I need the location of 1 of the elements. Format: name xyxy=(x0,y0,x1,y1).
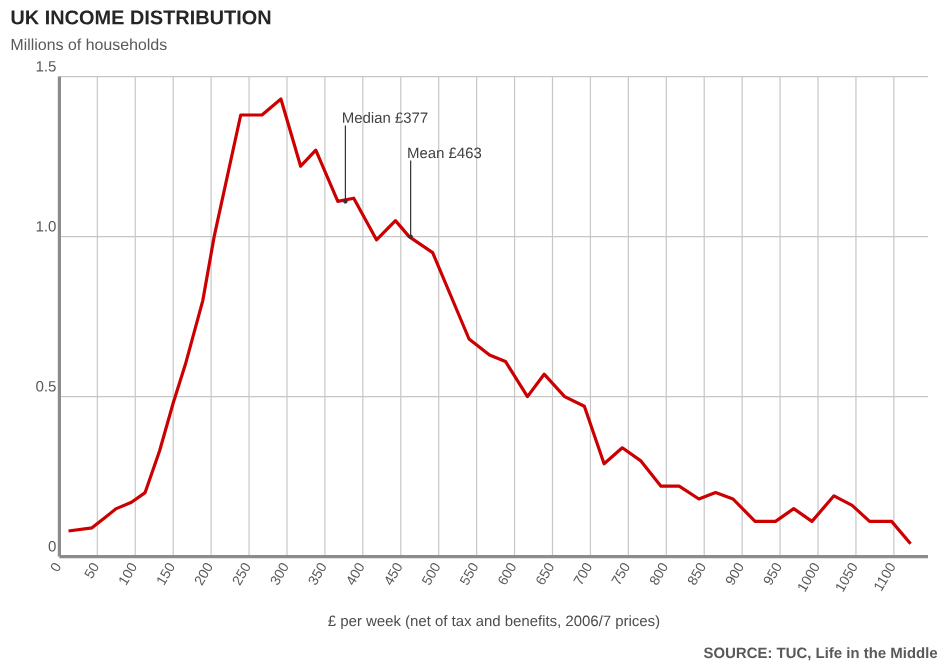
chart-title: UK INCOME DISTRIBUTION xyxy=(11,10,271,25)
